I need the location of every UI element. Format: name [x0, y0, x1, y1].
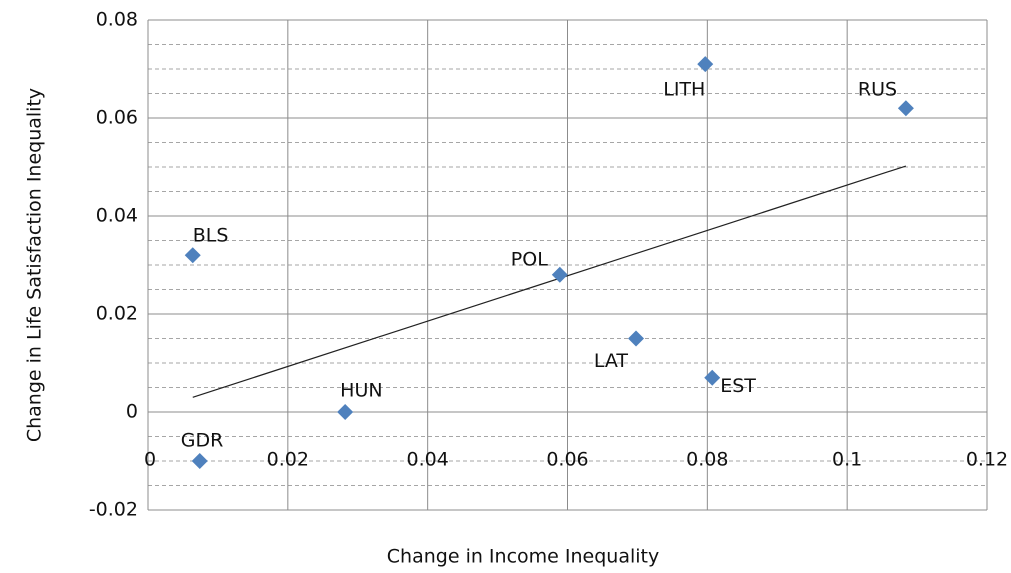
y-axis-title: Change in Life Satisfaction Inequality [24, 88, 46, 442]
data-point [697, 56, 714, 73]
x-tick-label: 0.08 [686, 449, 728, 471]
data-point [551, 266, 568, 283]
data-point [191, 453, 208, 469]
trendline [192, 165, 907, 398]
data-point [628, 330, 645, 347]
data-point [704, 369, 721, 386]
x-tick-label: 0.12 [966, 449, 1008, 471]
x-tick-label: 0.06 [546, 449, 588, 471]
y-tick-label: 0.04 [96, 205, 138, 227]
data-point [897, 100, 914, 117]
data-point [184, 247, 201, 264]
point-label: LAT [594, 350, 629, 372]
x-tick-label: 0.1 [832, 449, 862, 471]
point-label: RUS [858, 79, 897, 101]
point-label: BLS [193, 225, 229, 247]
x-tick-label: 0.04 [407, 449, 449, 471]
point-label: POL [511, 248, 548, 270]
x-tick-label: 0 [144, 449, 156, 471]
y-tick-label: -0.02 [89, 499, 138, 521]
y-tick-label: 0.02 [96, 303, 138, 325]
x-axis-title: Change in Income Inequality [387, 546, 659, 568]
point-label: GDR [181, 430, 224, 452]
y-tick-label: 0.06 [96, 107, 138, 129]
point-label: HUN [340, 380, 382, 402]
y-tick-label: 0 [126, 401, 138, 423]
x-tick-label: 0.02 [267, 449, 309, 471]
point-label: EST [720, 375, 756, 397]
point-label: LITH [663, 79, 705, 101]
data-point [337, 404, 354, 420]
y-tick-label: 0.08 [96, 9, 138, 31]
